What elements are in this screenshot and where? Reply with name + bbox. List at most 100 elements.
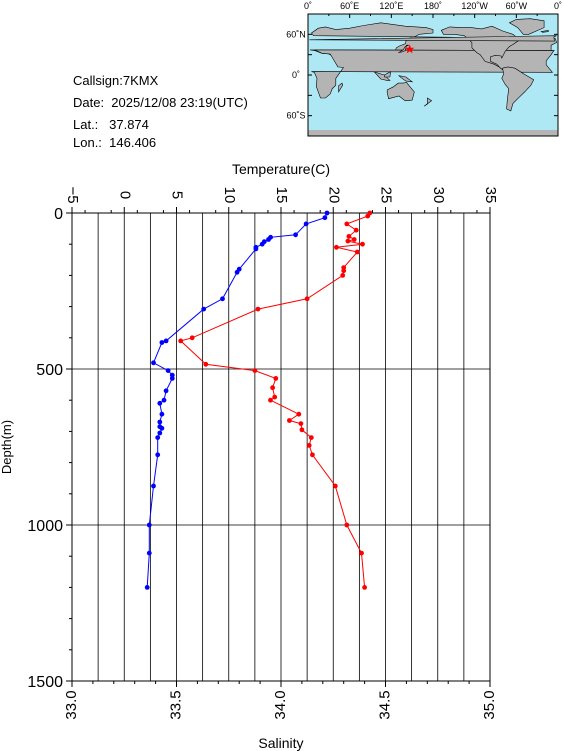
salinity-data-point — [144, 585, 150, 590]
map-latitude-label: 0˚ — [292, 70, 300, 80]
map-longitude-labels: 0˚ 60˚E 120˚E 180˚ 120˚W 60˚W 0˚ — [304, 1, 562, 11]
profile-chart: −5 0 5 10 15 20 25 30 35 33.0 33.5 34.0 34.5 35.0 05… — [0, 161, 499, 751]
temperature-data-point — [304, 296, 310, 302]
salinity-data-point — [163, 388, 169, 394]
temperature-data-point — [359, 550, 364, 556]
salinity-data-point — [157, 400, 163, 406]
depth-axis: 0 500 1000 1500 — [27, 206, 72, 691]
antarctica-shape — [308, 130, 558, 136]
temperature-data-point — [334, 244, 339, 250]
temperature-axis-label: Temperature(C) — [232, 161, 330, 177]
temperature-data-point — [203, 361, 209, 367]
continent-shape — [311, 49, 555, 99]
continent-shape — [384, 71, 391, 78]
salinity-data-point — [151, 483, 156, 489]
salinity-data-point — [159, 340, 165, 345]
latitude-text: Lat.: 37.874 — [73, 117, 149, 132]
continent-shape — [309, 35, 557, 42]
longitude-text: Lon.: 146.406 — [73, 135, 157, 150]
salinity-tick-label: 33.5 — [167, 690, 184, 719]
temperature-data-point — [268, 397, 273, 403]
temperature-tick-label: 20 — [325, 187, 342, 204]
temperature-data-point — [332, 483, 338, 489]
continent-shape — [338, 82, 344, 93]
temperature-data-point — [341, 268, 347, 274]
salinity-data-point — [146, 550, 152, 556]
map-longitude-label: 60˚E — [340, 1, 359, 11]
salinity-tick-label: 34.5 — [376, 690, 393, 719]
salinity-data-point — [266, 237, 271, 242]
temperature-data-point — [344, 522, 350, 528]
temperature-data-point — [306, 443, 312, 448]
salinity-data-point — [259, 241, 265, 247]
continent-shape — [501, 66, 535, 112]
station-marker — [404, 44, 415, 54]
salinity-data-point — [293, 232, 298, 238]
salinity-data-point — [155, 435, 161, 440]
temperature-data-point — [308, 435, 314, 440]
temperature-data-point — [178, 338, 184, 344]
temperature-data-point — [365, 213, 371, 219]
salinity-data-point — [159, 411, 165, 417]
temperature-data-point — [310, 452, 315, 458]
map-latitude-label: 60˚S — [286, 111, 305, 121]
temperature-data-point — [287, 418, 292, 423]
salinity-data-point — [155, 452, 161, 458]
station-star-icon — [404, 44, 415, 54]
salinity-data-point — [234, 269, 240, 275]
temperature-data-point — [189, 335, 195, 341]
temperature-data-point — [340, 273, 346, 278]
chart-grid — [72, 213, 490, 681]
world-map-inset: 0˚ 60˚E 120˚E 180˚ 120˚W 60˚W 0˚ 60˚N 0˚ 60˚S — [286, 1, 562, 137]
map-longitude-label: 0˚ — [304, 1, 312, 11]
continent-shape — [386, 82, 415, 102]
salinity-tick-label: 34.0 — [272, 690, 289, 719]
temperature-tick-label: 35 — [482, 187, 499, 204]
salinity-data-point — [169, 376, 175, 381]
series-layer — [144, 210, 373, 590]
salinity-data-point — [163, 338, 169, 344]
salinity-data-point — [220, 296, 225, 302]
temperature-tick-label: 25 — [378, 187, 395, 204]
salinity-data-point — [253, 246, 259, 252]
continent-shape — [540, 29, 549, 33]
depth-tick-label: 500 — [36, 362, 63, 379]
temperature-tick-label: 5 — [169, 191, 186, 199]
temperature-data-point — [346, 234, 352, 239]
temperature-data-point — [351, 237, 357, 242]
temperature-data-point — [354, 249, 360, 255]
salinity-data-point — [159, 425, 165, 431]
map-latitude-label: 60˚N — [286, 29, 306, 39]
map-longitude-label: 0˚ — [554, 1, 562, 11]
salinity-tick-label: 35.0 — [481, 690, 498, 719]
map-longitude-label: 60˚W — [506, 1, 528, 11]
continent-shape — [423, 97, 433, 107]
salinity-data-point — [151, 360, 156, 366]
temperature-data-point — [252, 368, 258, 373]
salinity-data-point — [146, 522, 152, 528]
salinity-data-point — [161, 397, 167, 403]
temperature-data-point — [298, 421, 304, 426]
map-land — [307, 13, 559, 137]
temperature-axis: −5 0 5 10 15 20 25 30 35 — [64, 186, 499, 213]
temperature-data-point — [272, 394, 278, 400]
map-longitude-label: 120˚E — [379, 1, 403, 11]
depth-axis-label: Depth(m) — [0, 420, 14, 474]
temperature-data-point — [360, 241, 365, 247]
salinity-axis: 33.0 33.5 34.0 34.5 35.0 — [63, 681, 498, 720]
salinity-data-point — [322, 215, 328, 221]
temperature-profile-line — [179, 212, 371, 588]
map-longitude-label: 180˚ — [424, 1, 442, 11]
temperature-tick-label: 30 — [430, 187, 447, 204]
map-ticks — [307, 14, 559, 117]
temperature-data-point — [344, 221, 350, 227]
temperature-data-point — [353, 227, 359, 233]
salinity-data-point — [157, 430, 163, 436]
temperature-data-point — [362, 585, 367, 590]
depth-tick-label: 1000 — [27, 518, 63, 535]
salinity-data-point — [201, 306, 207, 312]
temperature-data-point — [270, 385, 275, 391]
salinity-axis-label: Salinity — [258, 735, 303, 751]
salinity-tick-label: 33.0 — [63, 690, 80, 719]
